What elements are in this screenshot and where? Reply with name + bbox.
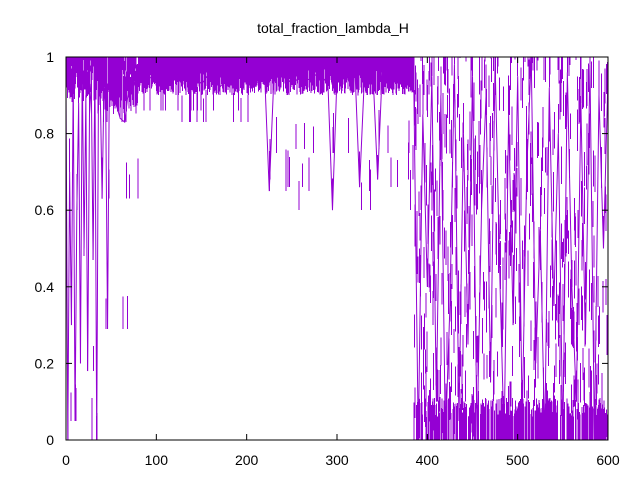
x-tick-label: 500 [506, 452, 530, 468]
y-tick-label: 1 [46, 49, 54, 65]
y-tick-labels: 0 0.2 0.4 0.6 0.8 1 [35, 49, 55, 448]
x-tick-label: 300 [325, 452, 349, 468]
series-trace-0 [65, 56, 609, 441]
y-tick-label: 0.4 [35, 279, 55, 295]
ticks-layer [65, 56, 609, 441]
x-tick-label: 0 [62, 452, 70, 468]
x-tick-labels: 0 100 200 300 400 500 600 [62, 452, 620, 468]
y-tick-label: 0 [46, 432, 54, 448]
x-tick-label: 100 [145, 452, 169, 468]
chart-title: total_fraction_lambda_H [257, 20, 409, 36]
y-tick-label: 0.8 [35, 126, 55, 142]
x-tick-label: 600 [596, 452, 620, 468]
x-tick-label: 200 [235, 452, 259, 468]
y-tick-label: 0.2 [35, 355, 55, 371]
y-tick-label: 0.6 [35, 202, 55, 218]
x-tick-label: 400 [416, 452, 440, 468]
